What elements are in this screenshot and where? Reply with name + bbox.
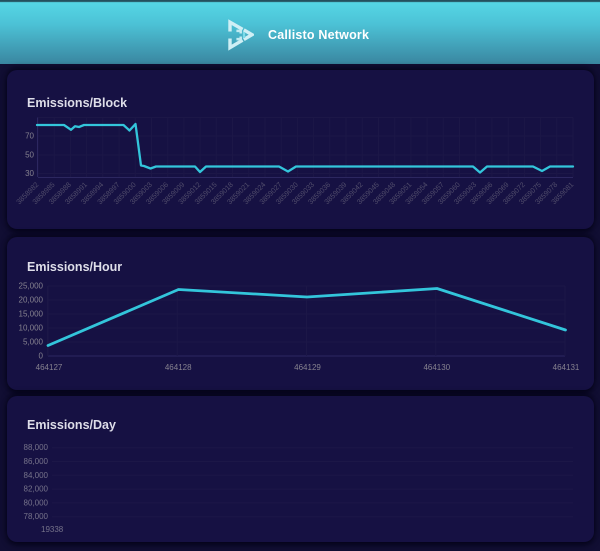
svg-text:15,000: 15,000 [19, 310, 44, 319]
svg-text:70: 70 [25, 132, 34, 141]
svg-text:78,000: 78,000 [24, 512, 49, 521]
svg-text:464129: 464129 [294, 363, 321, 372]
svg-text:19338: 19338 [41, 525, 64, 534]
svg-text:82,000: 82,000 [24, 485, 49, 494]
svg-text:10,000: 10,000 [19, 324, 44, 333]
svg-text:464131: 464131 [553, 363, 580, 372]
svg-text:464130: 464130 [423, 363, 450, 372]
svg-text:30: 30 [25, 169, 34, 178]
svg-text:84,000: 84,000 [24, 471, 49, 480]
svg-text:25,000: 25,000 [19, 282, 44, 291]
svg-text:464128: 464128 [165, 363, 192, 372]
svg-text:0: 0 [39, 352, 44, 361]
svg-text:5,000: 5,000 [23, 338, 44, 347]
svg-text:88,000: 88,000 [24, 443, 49, 452]
svg-text:80,000: 80,000 [24, 498, 49, 507]
svg-text:86,000: 86,000 [24, 457, 49, 466]
svg-text:464127: 464127 [36, 363, 63, 372]
svg-text:20,000: 20,000 [19, 296, 44, 305]
svg-text:50: 50 [25, 151, 34, 160]
